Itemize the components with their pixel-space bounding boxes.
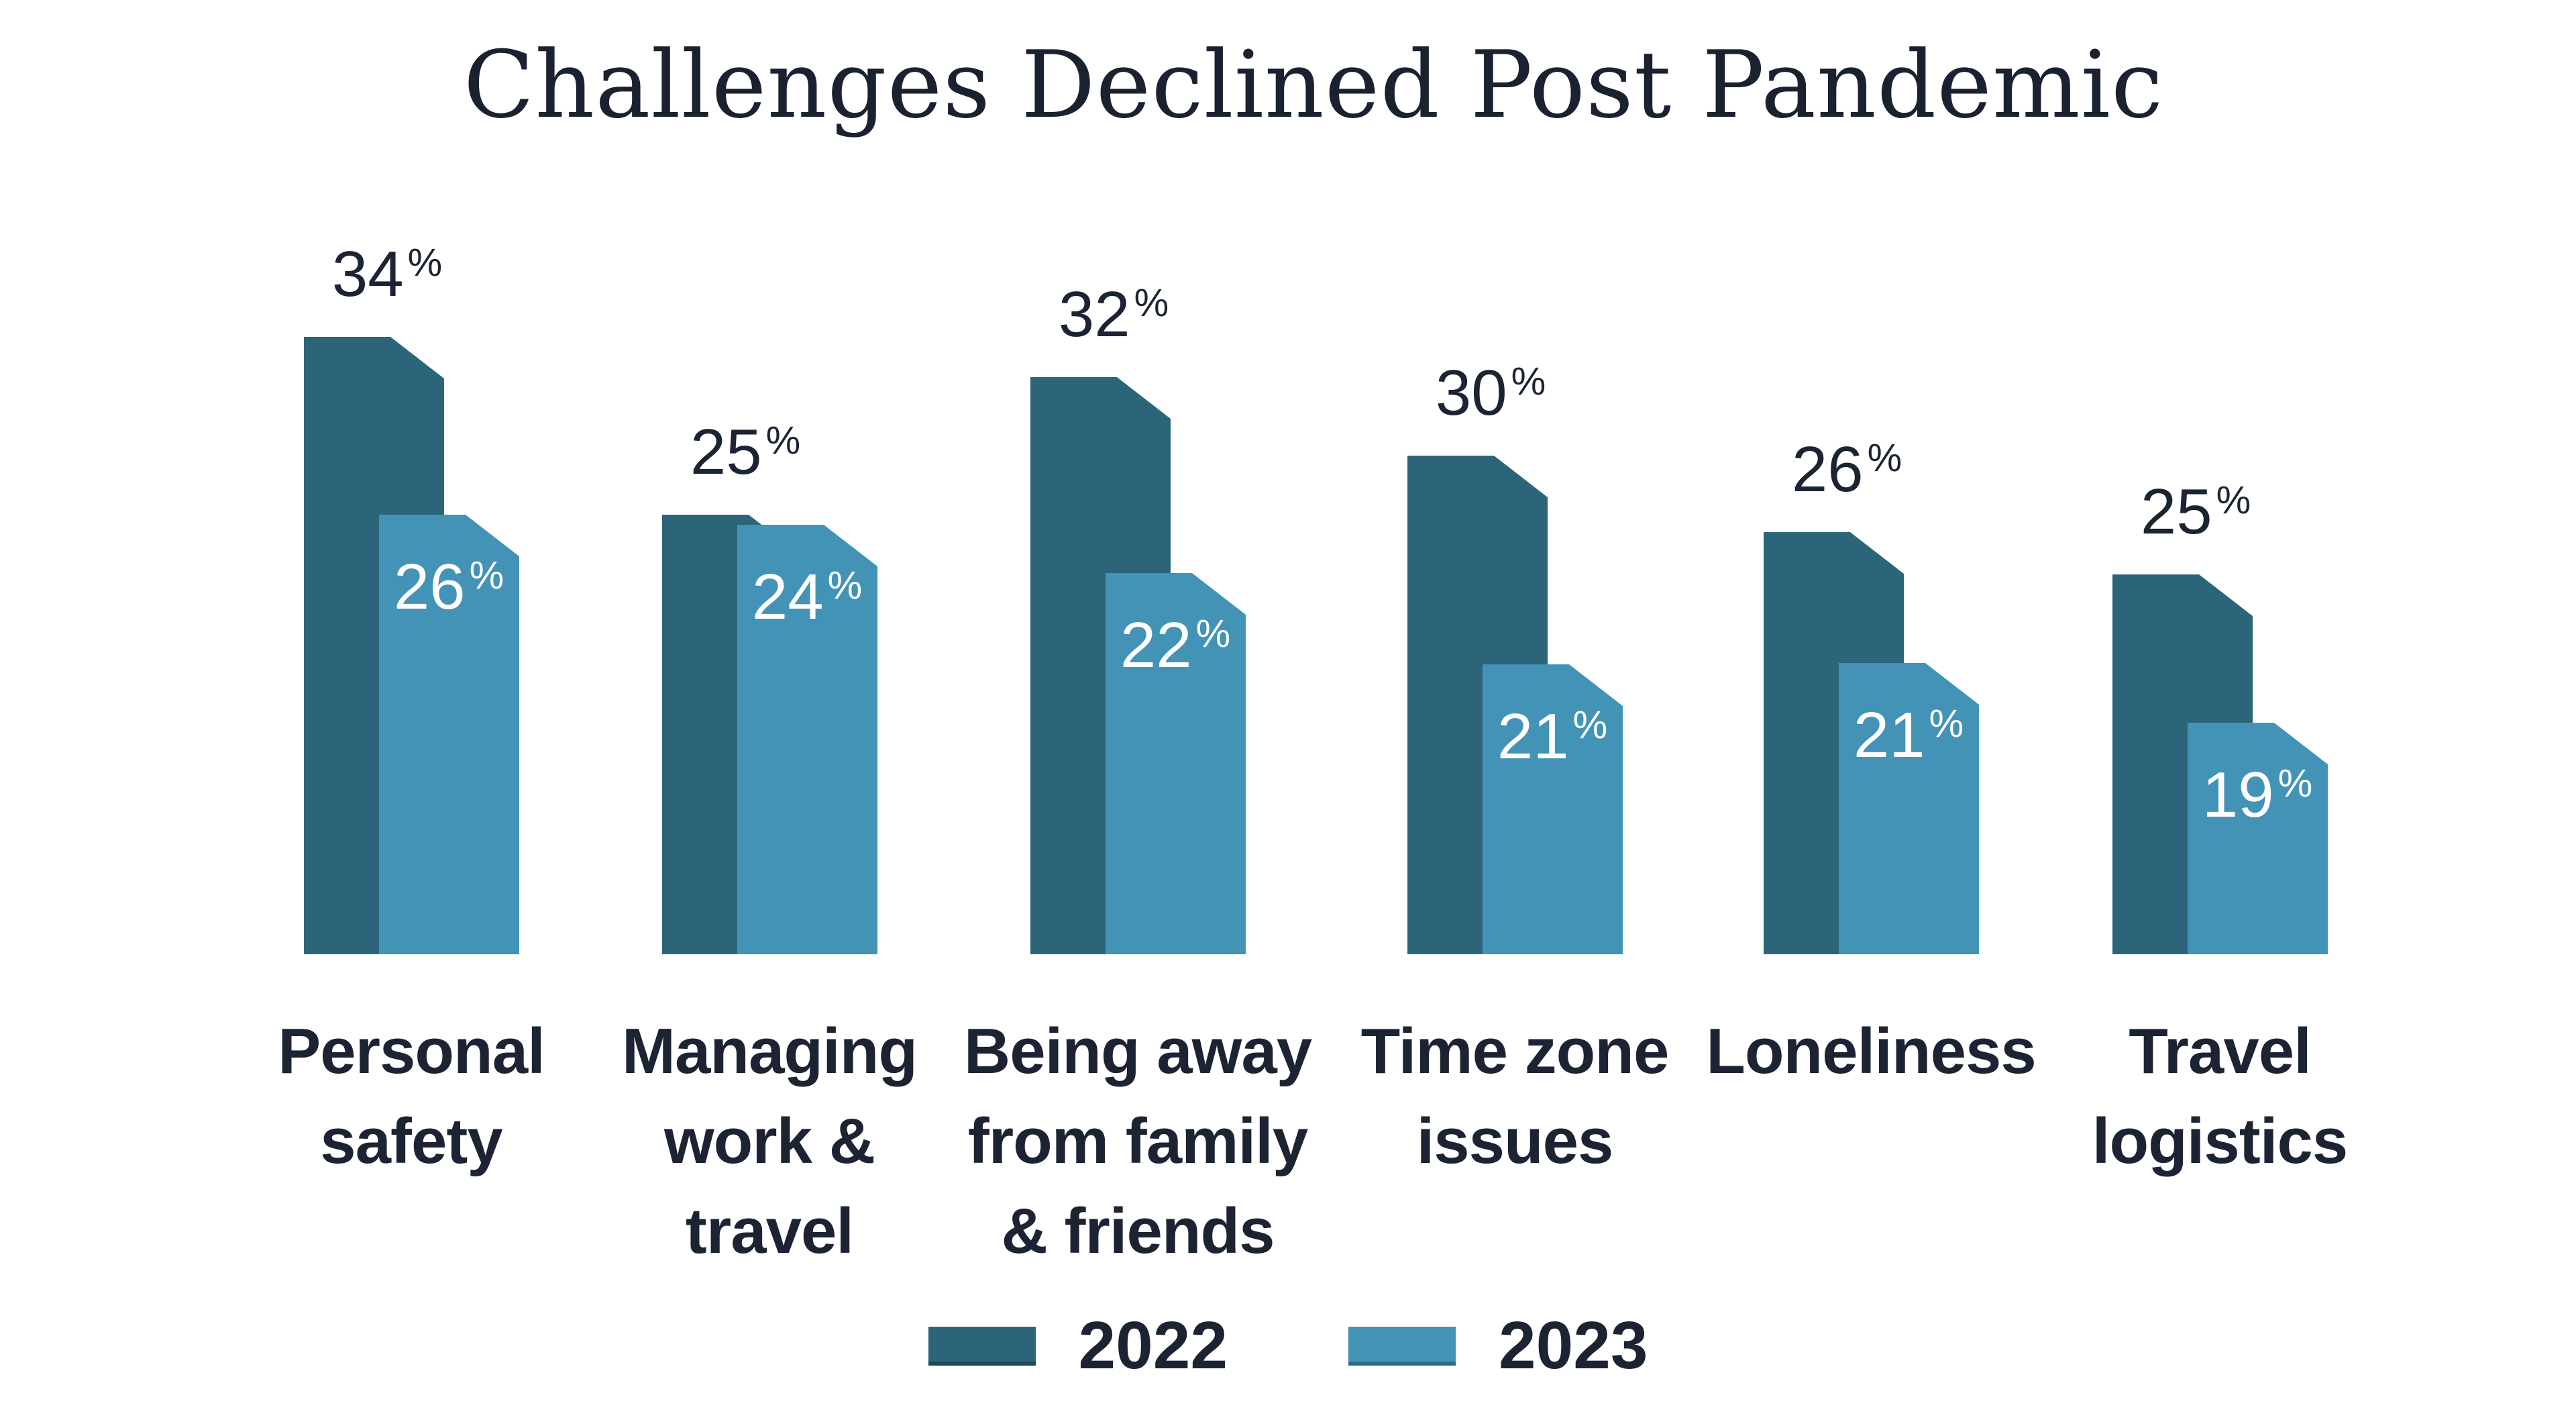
category-label-line: logistics [2092, 1105, 2348, 1177]
value-number: 22 [1120, 609, 1192, 681]
category-label: Being away from family & friends [923, 1007, 1352, 1276]
value-label-2022: 26% [1713, 438, 1981, 502]
legend-label-2022: 2022 [1078, 1308, 1228, 1383]
percent-sign: % [1195, 612, 1231, 656]
category-label-line: Personal [278, 1015, 545, 1087]
value-label-2022: 30% [1356, 361, 1625, 425]
value-label-2023: 21% [1418, 705, 1686, 769]
bar-2023 [379, 515, 519, 954]
bar-2023 [737, 525, 877, 954]
value-number: 26 [1791, 434, 1864, 505]
percent-sign: % [1929, 702, 1964, 746]
bar-2023 [1839, 663, 1979, 954]
bar-2023 [1483, 664, 1623, 954]
value-number: 25 [2140, 476, 2212, 548]
legend-label-2023: 2023 [1499, 1308, 1648, 1383]
value-number: 24 [751, 561, 824, 633]
category-label: Time zone issues [1300, 1007, 1729, 1186]
legend-item-2023: 2023 [1348, 1307, 1648, 1384]
bar-2023 [1106, 573, 1246, 954]
legend-swatch-2022 [928, 1326, 1036, 1366]
percent-sign: % [765, 419, 801, 462]
category-label-line: & friends [1001, 1195, 1275, 1267]
value-label-2022: 25% [611, 420, 879, 485]
value-label-2023: 24% [673, 565, 941, 629]
category-label-line: travel [685, 1195, 854, 1267]
category-label: Loneliness [1656, 1007, 2086, 1097]
value-number: 26 [393, 551, 466, 623]
value-label-2023: 26% [315, 555, 583, 619]
category-label-line: Travel [2129, 1015, 2312, 1087]
value-number: 30 [1435, 357, 1507, 429]
value-number: 21 [1497, 701, 1569, 772]
percent-sign: % [1867, 436, 1902, 480]
value-label-2023: 21% [1774, 703, 2043, 768]
value-number: 19 [2202, 759, 2274, 831]
percent-sign: % [2277, 762, 2313, 805]
category-label-line: Being away [963, 1015, 1312, 1087]
category-label-line: Loneliness [1706, 1015, 2036, 1087]
percent-sign: % [1572, 703, 1608, 747]
category-label-line: work & [663, 1105, 875, 1177]
category-label-line: Time zone [1360, 1015, 1670, 1087]
chart-title: Challenges Declined Post Pandemic [463, 31, 2164, 139]
value-label-2023: 19% [2123, 763, 2392, 827]
category-label-line: Managing [622, 1015, 918, 1087]
category-label: Travel logistics [2005, 1007, 2434, 1186]
value-label-2022: 32% [979, 283, 1248, 347]
percent-sign: % [469, 554, 504, 597]
percent-sign: % [1511, 360, 1546, 403]
legend-swatch-2023 [1348, 1326, 1456, 1366]
value-number: 32 [1058, 278, 1130, 350]
legend-item-2022: 2022 [928, 1307, 1228, 1384]
value-label-2022: 25% [2061, 480, 2330, 544]
value-number: 21 [1853, 699, 1925, 771]
category-label-line: issues [1416, 1105, 1614, 1177]
category-label: Managing work & travel [555, 1007, 984, 1276]
category-label-line: from family [967, 1105, 1308, 1177]
percent-sign: % [407, 241, 443, 285]
legend: 2022 2023 [0, 1307, 2576, 1384]
category-label-line: safety [320, 1105, 503, 1177]
value-number: 25 [690, 416, 762, 488]
value-number: 34 [331, 238, 404, 310]
category-label: Personal safety [197, 1007, 626, 1186]
value-label-2023: 22% [1041, 613, 1309, 678]
percent-sign: % [1134, 281, 1169, 325]
value-label-2022: 34% [253, 242, 521, 307]
percent-sign: % [2216, 478, 2251, 522]
bar-2023 [2188, 723, 2328, 954]
percent-sign: % [827, 564, 863, 607]
